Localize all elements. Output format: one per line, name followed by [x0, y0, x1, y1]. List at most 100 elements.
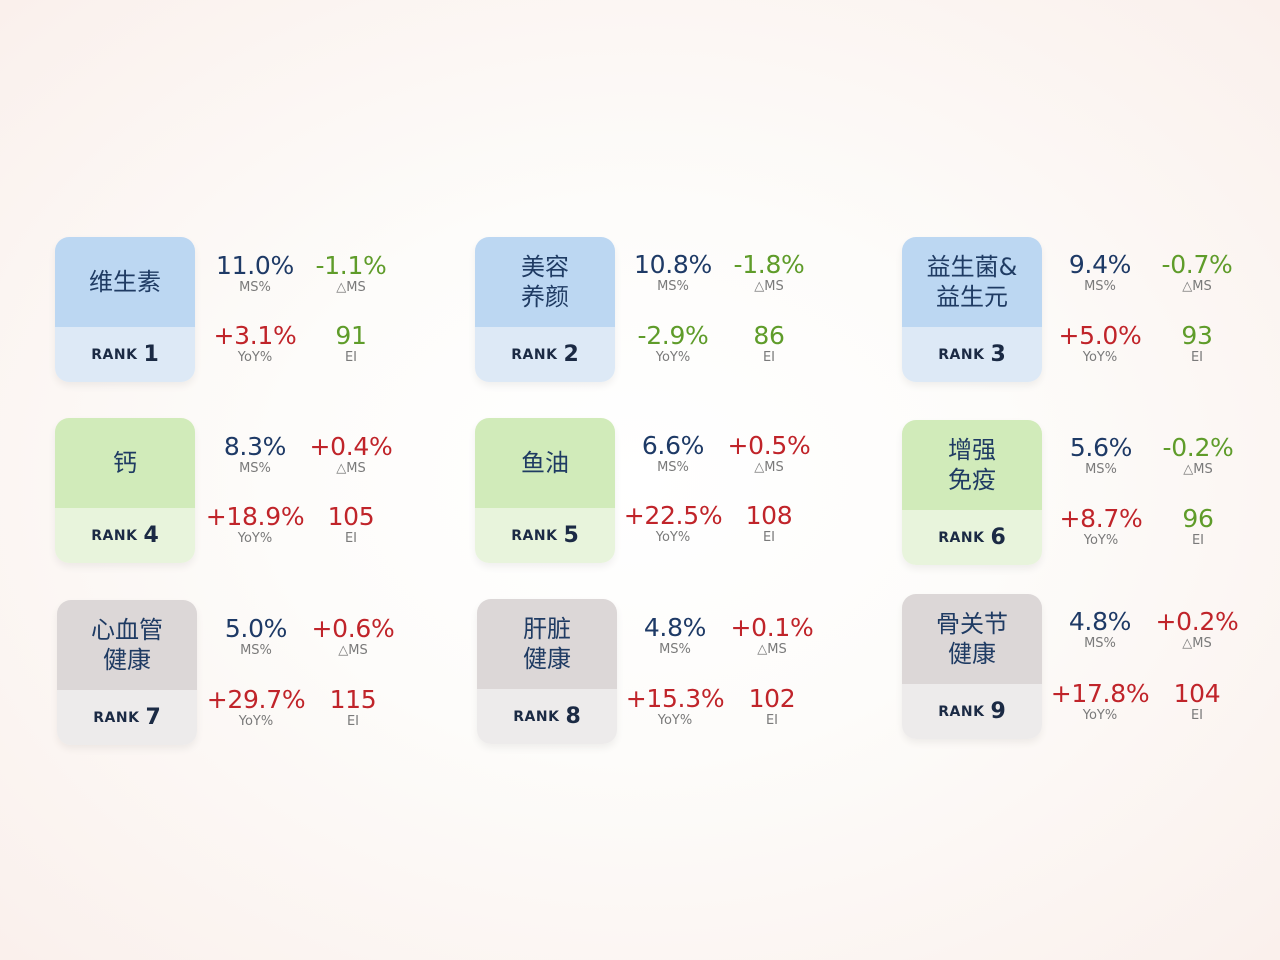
ms-metric-2: 10.8% MS% [618, 251, 728, 295]
ms-value: 11.0% [216, 251, 294, 280]
ms-label: MS% [239, 461, 271, 476]
yoy-value: +8.7% [1059, 504, 1143, 533]
yoy-metric-4: +18.9% YoY% [200, 503, 310, 547]
ei-metric-5: 108 EI [714, 502, 824, 546]
dms-metric-3: -0.7% △MS [1142, 251, 1252, 295]
ms-label: MS% [657, 460, 689, 475]
yoy-label: YoY% [1082, 708, 1118, 723]
yoy-metric-2: -2.9% YoY% [618, 322, 728, 366]
ei-label: EI [765, 713, 779, 728]
ei-metric-6: 96 EI [1143, 505, 1253, 549]
ei-metric-1: 91 EI [296, 322, 406, 366]
dms-value: +0.4% [309, 432, 393, 461]
ms-label: MS% [239, 280, 271, 295]
category-name: 钙 [113, 449, 137, 477]
rank-number: 8 [565, 704, 581, 729]
rank-number: 9 [990, 699, 1006, 724]
ei-value: 105 [327, 502, 375, 531]
yoy-value: +3.1% [213, 321, 297, 350]
ms-value: 9.4% [1068, 250, 1132, 279]
dms-value: +0.6% [311, 614, 395, 643]
ms-metric-7: 5.0% MS% [201, 615, 311, 659]
rank-label: RANK [938, 703, 985, 720]
ei-value: 93 [1181, 321, 1213, 350]
ei-value: 115 [329, 685, 377, 714]
category-card-1: 维生素 RANK 1 [55, 237, 195, 382]
ei-label: EI [1190, 708, 1204, 723]
category-card-6: 增强 免疫 RANK 6 [902, 420, 1042, 565]
dms-value: +0.1% [730, 613, 814, 642]
ei-metric-9: 104 EI [1142, 680, 1252, 724]
yoy-value: +18.9% [205, 502, 305, 531]
rank-label: RANK [93, 709, 140, 726]
yoy-label: YoY% [655, 350, 691, 365]
dms-metric-1: -1.1% △MS [296, 252, 406, 296]
ei-metric-2: 86 EI [714, 322, 824, 366]
ms-metric-6: 5.6% MS% [1046, 434, 1156, 478]
yoy-label: YoY% [657, 713, 693, 728]
ms-metric-4: 8.3% MS% [200, 433, 310, 477]
dms-label: △MS [1182, 279, 1212, 294]
ei-value: 104 [1173, 679, 1221, 708]
dms-metric-6: -0.2% △MS [1143, 434, 1253, 478]
ms-metric-9: 4.8% MS% [1045, 608, 1155, 652]
yoy-value: +5.0% [1058, 321, 1142, 350]
yoy-value: -2.9% [637, 321, 709, 350]
dms-value: +0.2% [1155, 607, 1239, 636]
ei-label: EI [344, 350, 358, 365]
yoy-value: +15.3% [625, 684, 725, 713]
ms-metric-3: 9.4% MS% [1045, 251, 1155, 295]
dms-metric-4: +0.4% △MS [296, 433, 406, 477]
ei-label: EI [762, 530, 776, 545]
category-card-5: 鱼油 RANK 5 [475, 418, 615, 563]
category-name: 益生菌& 益生元 [926, 253, 1018, 311]
yoy-value: +29.7% [206, 685, 306, 714]
ms-value: 5.0% [224, 614, 288, 643]
category-name: 鱼油 [521, 449, 569, 477]
rank-number: 4 [143, 523, 159, 548]
ei-label: EI [344, 531, 358, 546]
ms-metric-1: 11.0% MS% [200, 252, 310, 296]
ei-label: EI [1191, 533, 1205, 548]
yoy-metric-6: +8.7% YoY% [1046, 505, 1156, 549]
dms-label: △MS [338, 643, 368, 658]
dms-metric-7: +0.6% △MS [298, 615, 408, 659]
ei-label: EI [762, 350, 776, 365]
ei-value: 96 [1182, 504, 1214, 533]
category-card-9: 骨关节 健康 RANK 9 [902, 594, 1042, 739]
ei-metric-4: 105 EI [296, 503, 406, 547]
yoy-label: YoY% [237, 350, 273, 365]
rank-label: RANK [513, 708, 560, 725]
dms-label: △MS [336, 280, 366, 295]
rank-number: 1 [143, 342, 159, 367]
ms-value: 4.8% [643, 613, 707, 642]
ms-label: MS% [1084, 636, 1116, 651]
dms-metric-5: +0.5% △MS [714, 432, 824, 476]
ms-label: MS% [657, 279, 689, 294]
rank-label: RANK [91, 527, 138, 544]
dms-value: -1.1% [315, 251, 387, 280]
yoy-metric-3: +5.0% YoY% [1045, 322, 1155, 366]
yoy-metric-8: +15.3% YoY% [620, 685, 730, 729]
rank-number: 6 [990, 525, 1006, 550]
yoy-value: +22.5% [623, 501, 723, 530]
rank-number: 7 [145, 705, 161, 730]
ei-label: EI [346, 714, 360, 729]
dms-label: △MS [336, 461, 366, 476]
category-name: 骨关节 健康 [936, 610, 1008, 668]
dms-label: △MS [754, 460, 784, 475]
category-card-3: 益生菌& 益生元 RANK 3 [902, 237, 1042, 382]
ms-value: 5.6% [1069, 433, 1133, 462]
yoy-label: YoY% [655, 530, 691, 545]
yoy-label: YoY% [1082, 350, 1118, 365]
rank-label: RANK [938, 346, 985, 363]
rank-label: RANK [91, 346, 138, 363]
ei-metric-8: 102 EI [717, 685, 827, 729]
ms-value: 6.6% [641, 431, 705, 460]
category-name: 维生素 [89, 268, 161, 296]
category-card-8: 肝脏 健康 RANK 8 [477, 599, 617, 744]
dms-metric-2: -1.8% △MS [714, 251, 824, 295]
yoy-metric-7: +29.7% YoY% [201, 686, 311, 730]
rank-label: RANK [511, 346, 558, 363]
dms-value: -0.7% [1161, 250, 1233, 279]
